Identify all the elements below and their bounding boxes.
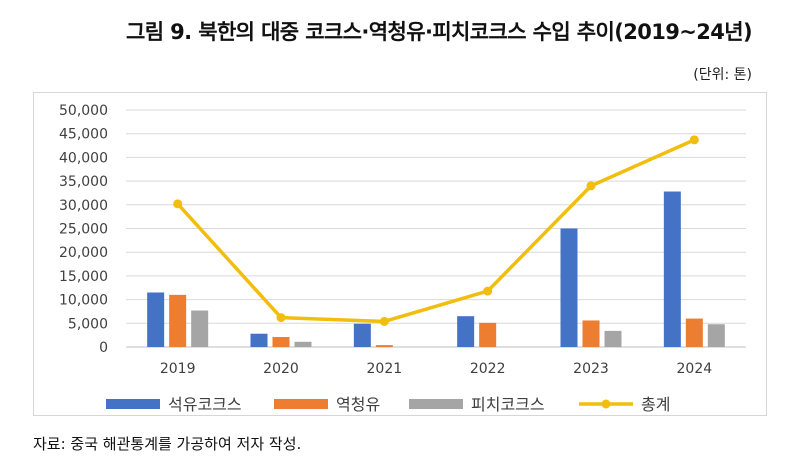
bar-series-1-2022: [457, 316, 475, 347]
chart-frame: 0 5,000 10,000 15,000 20,000 25,000 30,000 35,0…: [33, 92, 767, 416]
y-tick-label: 20,000: [59, 245, 108, 261]
legend-swatch-2: [274, 399, 328, 409]
y-tick-label: 10,000: [59, 293, 108, 309]
x-tick-label: 2020: [263, 361, 299, 377]
bar-series-3-2023: [604, 330, 622, 347]
y-tick-label: 45,000: [59, 127, 108, 143]
legend-label: 석유코크스: [168, 395, 242, 414]
bar-series-2-2023: [582, 320, 600, 347]
y-tick-label: 5,000: [68, 316, 108, 332]
total-point-2020: [276, 313, 286, 323]
total-point-2019: [173, 199, 183, 209]
bar-series-3-2020: [294, 341, 312, 347]
bar-series-1-2019: [147, 292, 165, 347]
x-tick-label: 2019: [160, 361, 196, 377]
source-note: 자료: 중국 해관통계를 가공하여 저자 작성.: [33, 435, 302, 453]
unit-label: (단위: 톤): [693, 67, 752, 83]
y-tick-label: 50,000: [59, 103, 108, 119]
bar-series-3-2019: [191, 310, 209, 347]
legend-label: 총계: [641, 395, 670, 414]
bar-series-2-2019: [169, 294, 187, 347]
total-point-2022: [483, 286, 493, 296]
chart-title: 그림 9. 북한의 대중 코크스·역청유·피치코크스 수입 추이(2019~24…: [125, 20, 753, 44]
total-point-2024: [689, 135, 699, 145]
bar-series-2-2024: [685, 318, 703, 347]
legend-label: 역청유: [336, 395, 380, 414]
bar-series-1-2020: [250, 333, 268, 347]
chart-canvas: 0 5,000 10,000 15,000 20,000 25,000 30,000 35,0…: [59, 103, 746, 414]
y-tick-label: 30,000: [59, 198, 108, 214]
total-line: [176, 138, 696, 324]
y-tick-label: 35,000: [59, 174, 108, 190]
legend-label: 피치코크스: [471, 395, 545, 414]
bar-series-1-2023: [560, 228, 578, 347]
y-tick-label: 0: [99, 340, 108, 356]
bar-series-3-2024: [707, 324, 725, 347]
y-tick-label: 15,000: [59, 269, 108, 285]
y-tick-label: 25,000: [59, 222, 108, 238]
total-point-2023: [586, 181, 596, 191]
legend-swatch-3: [409, 399, 463, 409]
total-point-2021: [379, 316, 389, 326]
bar-series-1-2024: [663, 191, 681, 347]
x-tick-label: 2022: [470, 361, 506, 377]
bar-series-2-2021: [375, 345, 393, 347]
x-tick-label: 2024: [677, 361, 713, 377]
bar-series-2-2020: [272, 337, 290, 347]
bar-series-2-2022: [479, 322, 497, 347]
x-tick-label: 2021: [367, 361, 403, 377]
legend-swatch-total-marker: [601, 399, 611, 409]
y-tick-label: 40,000: [59, 150, 108, 166]
bar-series-1-2021: [353, 323, 371, 347]
x-tick-label: 2023: [573, 361, 609, 377]
legend-swatch-1: [106, 399, 160, 409]
